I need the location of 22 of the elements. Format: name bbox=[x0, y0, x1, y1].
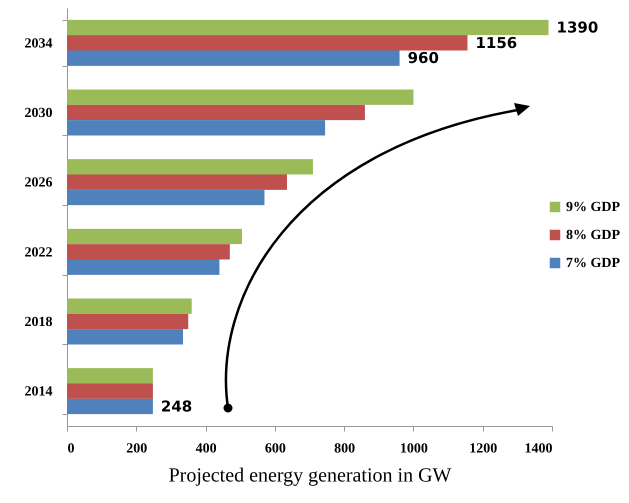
x-axis-title: Projected energy generation in GW bbox=[168, 464, 452, 486]
y-tick-label: 2026 bbox=[24, 176, 52, 191]
x-tick-label: 1400 bbox=[524, 442, 552, 456]
data-label: 960 bbox=[408, 49, 439, 68]
y-tick-label: 2014 bbox=[24, 384, 52, 400]
x-tick-label: 0 bbox=[68, 442, 74, 456]
x-tick-label: 1200 bbox=[469, 442, 498, 456]
y-tick-label: 2030 bbox=[24, 106, 52, 121]
legend-label: 7% GDP bbox=[566, 256, 620, 271]
y-tick-label: 2034 bbox=[24, 36, 52, 52]
x-tick-label: 200 bbox=[126, 442, 148, 456]
x-tick-label: 400 bbox=[196, 442, 217, 456]
x-tick-label: 600 bbox=[264, 442, 286, 456]
y-tick-label: 2022 bbox=[24, 245, 52, 260]
data-label: 1390 bbox=[556, 18, 598, 37]
data-label: 1156 bbox=[475, 34, 518, 52]
y-tick-label: 2018 bbox=[24, 315, 52, 330]
x-tick-label: 800 bbox=[334, 442, 356, 456]
legend-label: 8% GDP bbox=[566, 228, 620, 243]
x-tick-label: 1000 bbox=[400, 442, 428, 456]
legend-label: 9% GDP bbox=[566, 200, 620, 215]
data-label: 248 bbox=[160, 397, 192, 416]
